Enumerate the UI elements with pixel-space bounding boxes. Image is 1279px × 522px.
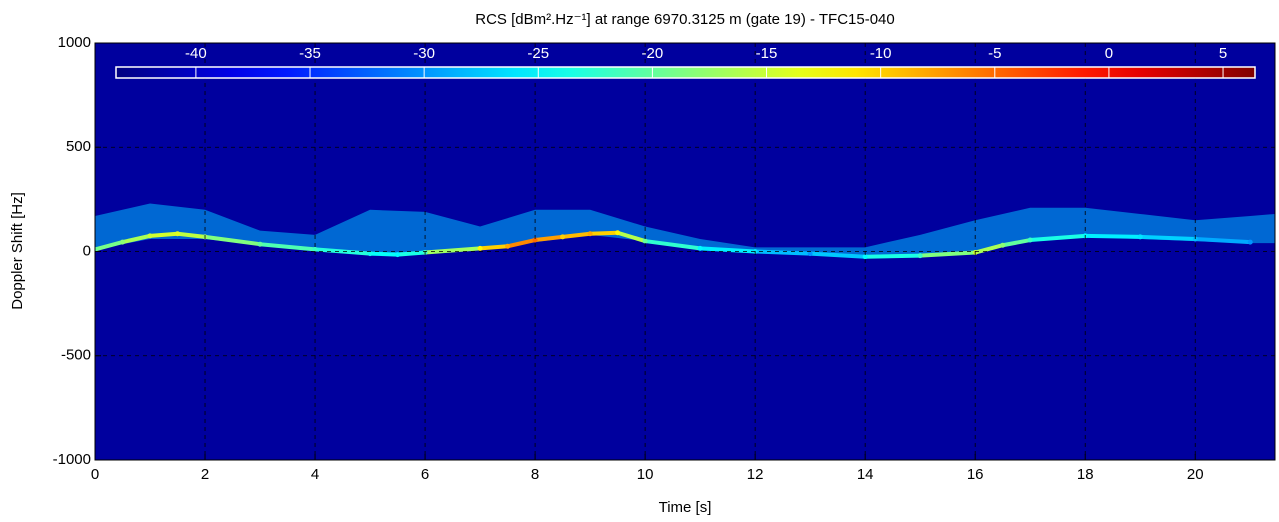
trace-point	[615, 230, 621, 236]
y-tick-label: -1000	[53, 451, 91, 468]
x-tick-label: 2	[201, 466, 209, 483]
trace-point	[1247, 239, 1253, 245]
trace-point	[642, 238, 648, 244]
trace-point	[532, 237, 538, 243]
plot-layer	[95, 203, 1275, 260]
plot-background	[95, 43, 1275, 460]
x-tick-label: 18	[1077, 466, 1094, 483]
colorbar-tick-label: -25	[527, 45, 549, 62]
x-tick-label: 6	[421, 466, 429, 483]
colorbar-tick-label: -30	[413, 45, 435, 62]
trace-segment	[95, 240, 125, 252]
colorbar	[115, 66, 1256, 79]
trace-point	[1000, 242, 1006, 248]
trace-segment	[588, 230, 620, 236]
trace-segment	[615, 230, 648, 244]
trace-segment	[258, 242, 318, 252]
trace-point	[917, 253, 923, 259]
trace-point	[257, 241, 263, 247]
trace-point	[862, 254, 868, 260]
x-tick-label: 10	[637, 466, 654, 483]
x-tick-label: 0	[91, 466, 99, 483]
trace-segment	[478, 244, 510, 251]
y-tick-label: 500	[66, 138, 91, 155]
trace-point	[175, 231, 181, 237]
colorbar-tick-label: -5	[988, 45, 1001, 62]
trace-segment	[505, 238, 538, 249]
trace-segment	[643, 239, 703, 251]
trace-point	[395, 252, 401, 258]
trace-segment	[1083, 233, 1143, 239]
x-tick-label: 8	[531, 466, 539, 483]
trace-point	[120, 239, 126, 245]
trace-segment	[560, 231, 593, 239]
chart-title: RCS [dBm².Hz⁻¹] at range 6970.3125 m (ga…	[475, 11, 895, 28]
trace-segment	[1193, 236, 1253, 245]
colorbar-tick-label: -20	[642, 45, 664, 62]
y-tick-label: 1000	[58, 34, 91, 51]
trace-segment	[1028, 233, 1088, 243]
x-tick-label: 4	[311, 466, 319, 483]
colorbar-tick-label: 5	[1219, 45, 1227, 62]
trace-segment	[918, 250, 978, 258]
trace-point	[505, 243, 511, 249]
trace-segment	[863, 253, 923, 259]
colorbar-tick-label: 0	[1105, 45, 1113, 62]
colorbar-tick-label: -15	[756, 45, 778, 62]
trace-point	[367, 251, 373, 257]
trace-segment	[175, 231, 208, 239]
trace-point	[587, 231, 593, 237]
trace-segment	[1138, 234, 1198, 241]
trace-point	[807, 251, 813, 257]
trace-segment	[203, 234, 263, 247]
y-tick-label: -500	[61, 347, 91, 364]
x-tick-label: 14	[857, 466, 874, 483]
trace-segment	[368, 251, 400, 257]
trace-segment	[313, 247, 373, 256]
trace-segment	[808, 251, 868, 259]
trace-point	[147, 233, 153, 239]
trace-point	[697, 245, 703, 251]
trace-point	[1027, 237, 1033, 243]
colorbar-tick-label: -40	[185, 45, 207, 62]
echo-cloud	[95, 203, 1275, 257]
x-tick-label: 20	[1187, 466, 1204, 483]
trace-segment	[698, 246, 758, 254]
trace-point	[95, 246, 98, 252]
trace-point	[1137, 234, 1143, 240]
x-tick-label: 16	[967, 466, 984, 483]
x-tick-label: 12	[747, 466, 764, 483]
trace-segment	[1000, 238, 1033, 248]
trace-segment	[395, 250, 428, 257]
plot-frame	[94, 42, 1276, 461]
trace-segment	[148, 231, 180, 238]
trace-point	[477, 245, 483, 251]
trace-point	[312, 246, 318, 252]
y-tick-label: 0	[83, 242, 91, 259]
trace-segment	[120, 233, 153, 245]
colorbar-tick-label: -10	[870, 45, 892, 62]
trace-point	[560, 234, 566, 240]
x-axis-label: Time [s]	[659, 499, 712, 516]
trace-segment	[533, 234, 565, 243]
trace-segment	[753, 249, 813, 256]
colorbar-tick-label: -35	[299, 45, 321, 62]
trace-segment	[973, 243, 1005, 255]
y-axis-label: Doppler Shift [Hz]	[9, 192, 26, 310]
